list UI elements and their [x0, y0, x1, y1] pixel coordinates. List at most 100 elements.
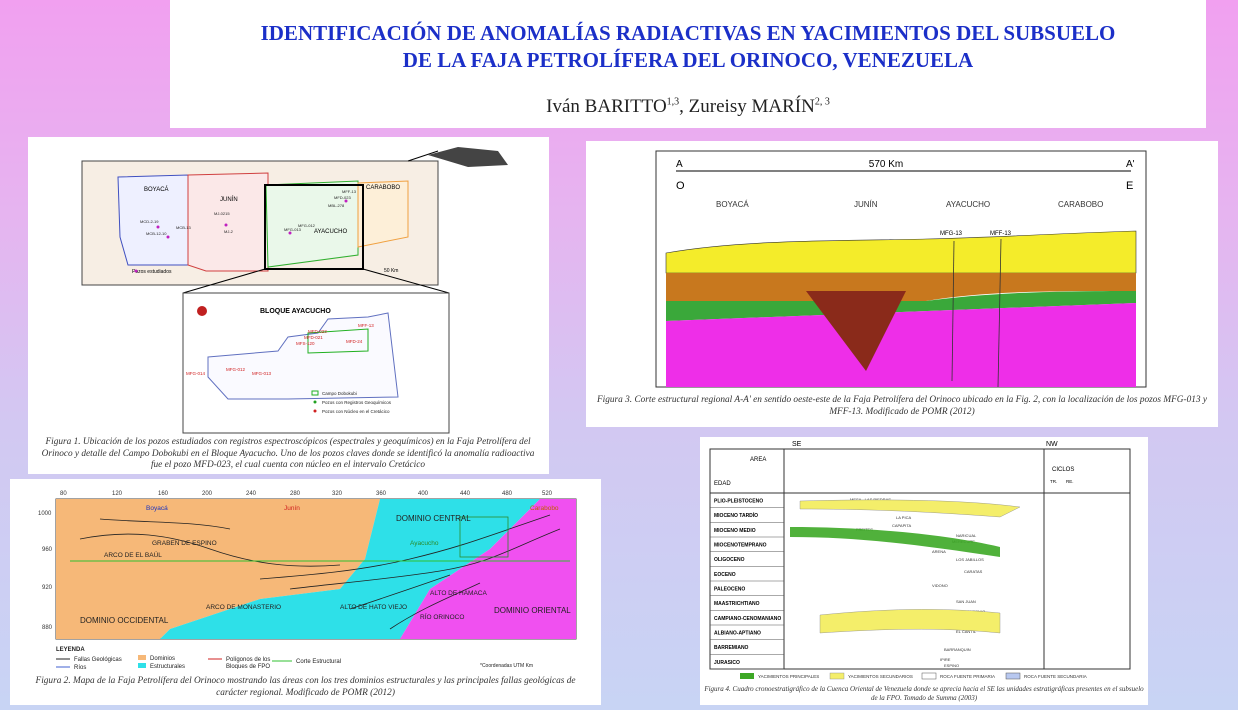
layer-green [666, 291, 1136, 321]
svg-text:ARENA: ARENA [932, 549, 946, 554]
svg-text:CAPAPITA: CAPAPITA [892, 523, 912, 528]
boyaca-block [117, 174, 189, 266]
figure-3-cross-section: 570 Km A A' O E BOYACÁ JUNÍN AYACUCHO CA… [655, 150, 1147, 388]
svg-text:IPIRE: IPIRE [940, 657, 951, 662]
author-2-affil: 2, 3 [814, 96, 830, 108]
section-start: A [676, 159, 683, 170]
svg-text:EL CANTIL: EL CANTIL [956, 629, 977, 634]
figure-4-chart: SE NW AREA EDAD CICLOS TR. RE. PLIO-PLEI… [709, 441, 1131, 680]
well-mff13: MFF-13 [990, 231, 1012, 237]
age-label: MIOCENO TARDÍO [714, 511, 758, 519]
layer-brown [666, 273, 1136, 301]
inset-well: MFD-021 [304, 335, 323, 340]
author-1: Iván BARITTO [546, 96, 667, 117]
svg-text:160: 160 [158, 491, 169, 497]
figure-1-map: BOYACÁ JUNÍN AYACUCHO CARABOBO Pozos est… [81, 147, 508, 434]
well-label: MCD-2-19 [140, 219, 159, 224]
author-sep: , [679, 96, 689, 117]
figure-1-caption: Figura 1. Ubicación de los pozos estudia… [41, 437, 535, 470]
svg-text:CARABOBO: CARABOBO [1058, 200, 1103, 209]
well-label: MCB-12-10 [146, 231, 167, 236]
label-graben: GRABEN DE ESPINO [152, 540, 217, 547]
label-junin: Junín [284, 505, 300, 512]
north-arrow-icon [197, 306, 207, 316]
layer-yellow [665, 230, 1137, 274]
age-rows: PLIO-PLEISTOCENO MIOCENO TARDÍO MIOCENO ME… [710, 499, 784, 670]
fig2-y-ticks: 1000 960 920 880 [38, 511, 53, 631]
svg-text:400: 400 [418, 491, 429, 497]
inset-well: MFF-13 [358, 323, 374, 328]
svg-text:CARATAS: CARATAS [964, 569, 983, 574]
age-label: MIOCENOTEMPRANO [714, 543, 767, 549]
svg-text:320: 320 [332, 491, 343, 497]
svg-text:NARICUAL: NARICUAL [956, 533, 977, 538]
svg-text:Campo Dobokubi: Campo Dobokubi [322, 391, 357, 396]
age-label: PLIO-PLEISTOCENO [714, 499, 763, 505]
svg-text:*Coordenadas UTM Km: *Coordenadas UTM Km [480, 663, 533, 669]
svg-text:200: 200 [202, 491, 213, 497]
svg-text:440: 440 [460, 491, 471, 497]
carabobo-block [357, 180, 409, 248]
figure-3-panel: 570 Km A A' O E BOYACÁ JUNÍN AYACUCHO CA… [586, 141, 1218, 427]
age-label: CAMPIANO-CENOMANIANO [714, 616, 781, 622]
header-tr: TR. [1050, 479, 1057, 484]
title-box: IDENTIFICACIÓN DE ANOMALÍAS RADIACTIVAS … [170, 0, 1206, 128]
svg-text:Polígonos de los: Polígonos de los [226, 657, 270, 663]
age-label: OLIGOCENO [714, 557, 745, 563]
fallas-lines [79, 514, 561, 630]
well-label: MFG-012 [298, 223, 316, 228]
fig2-x-ticks: 80 120 160 200 240 280 320 360 400 440 4… [60, 491, 553, 497]
svg-text:920: 920 [42, 585, 53, 591]
svg-text:AYACUCHO: AYACUCHO [946, 200, 990, 209]
svg-text:ROCA FUENTE PRIMARIA: ROCA FUENTE PRIMARIA [940, 674, 995, 679]
well-label: MFF-13 [342, 189, 357, 194]
dominio-central-area [160, 499, 540, 639]
inset-dobokubi [307, 328, 369, 354]
svg-text:960: 960 [42, 547, 53, 553]
svg-text:Pozos con Núcleo en el Cretáci: Pozos con Núcleo en el Cretácico [322, 409, 390, 414]
author-2: Zureisy MARÍN [688, 96, 815, 117]
svg-text:520: 520 [542, 491, 553, 497]
age-label: MIOCENO MEDIO [714, 528, 756, 534]
svg-text:LOS JABILLOS: LOS JABILLOS [956, 557, 984, 562]
junin-block [187, 172, 269, 272]
svg-text:ROCA FUENTE SECUNDARIA: ROCA FUENTE SECUNDARIA [1024, 674, 1087, 679]
label-dominio-occidental: DOMINIO OCCIDENTAL [80, 616, 169, 625]
nw-label: NW [1046, 441, 1058, 448]
inset-well: MFG-014 [186, 371, 206, 376]
inset-title: BLOQUE AYACUCHO [260, 308, 331, 315]
poster-title: IDENTIFICACIÓN DE ANOMALÍAS RADIACTIVAS … [170, 20, 1206, 74]
area-labels: BOYACÁ JUNÍN AYACUCHO CARABOBO [716, 200, 1103, 209]
svg-text:VIDONO: VIDONO [932, 583, 948, 588]
fig2-legend: LEYENDA Fallas Geológicas Ríos Dominios … [56, 647, 533, 669]
label-arco-monasterio: ARCO DE MONASTERIO [206, 604, 281, 611]
svg-text:80: 80 [60, 491, 67, 497]
svg-text:Pozos con Registros Geoquímico: Pozos con Registros Geoquímicos [322, 400, 392, 405]
svg-text:LA PICA: LA PICA [896, 515, 911, 520]
header-re: RE. [1066, 479, 1074, 484]
author-1-affil: 1,3 [666, 96, 680, 108]
figure-2-map: 80 120 160 200 240 280 320 360 400 440 4… [38, 491, 577, 669]
well-label: MJ-2 [224, 229, 234, 234]
dominio-oriental-area [400, 499, 576, 639]
label-dominio-central: DOMINIO CENTRAL [396, 514, 471, 523]
age-label: BARREMIANO [714, 645, 749, 651]
svg-text:MESA - LAS PIEDRAS: MESA - LAS PIEDRAS [850, 497, 891, 502]
label-arco-baul: ARCO DE EL BAÚL [104, 550, 162, 559]
svg-text:Fallas Geológicas: Fallas Geológicas [74, 657, 122, 663]
age-label: EOCENO [714, 572, 736, 578]
age-label: JURASICO [714, 660, 740, 666]
svg-text:Dominios: Dominios [150, 656, 175, 662]
svg-text:240: 240 [246, 491, 257, 497]
age-label: MAASTRICHTIANO [714, 601, 760, 607]
svg-text:LEYENDA: LEYENDA [56, 647, 85, 653]
label-alto-hato: ALTO DE HATO VIEJO [340, 604, 407, 611]
east-label: E [1126, 180, 1133, 192]
well-label: MCB-13 [176, 225, 191, 230]
svg-text:Ríos: Ríos [74, 665, 86, 669]
svg-text:YACIMIENTOS PRINCIPALES: YACIMIENTOS PRINCIPALES [758, 674, 819, 679]
fig2-labels: DOMINIO CENTRAL DOMINIO OCCIDENTAL DOMIN… [80, 505, 571, 625]
inset-well: MFG-012 [226, 367, 246, 372]
svg-text:Corte Estructural: Corte Estructural [296, 659, 341, 665]
inset-well: MFD-24 [346, 339, 363, 344]
